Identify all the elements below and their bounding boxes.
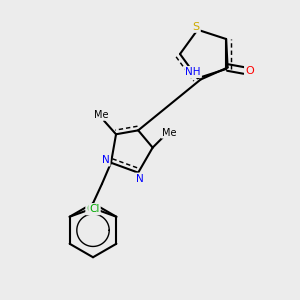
Text: Cl: Cl: [86, 204, 97, 214]
Text: N: N: [102, 155, 110, 165]
Text: Me: Me: [94, 110, 108, 120]
Text: Me: Me: [162, 128, 176, 138]
Text: NH: NH: [185, 67, 201, 77]
Text: Cl: Cl: [89, 204, 100, 214]
Text: N: N: [136, 174, 144, 184]
Text: O: O: [245, 65, 254, 76]
Text: S: S: [193, 22, 200, 32]
